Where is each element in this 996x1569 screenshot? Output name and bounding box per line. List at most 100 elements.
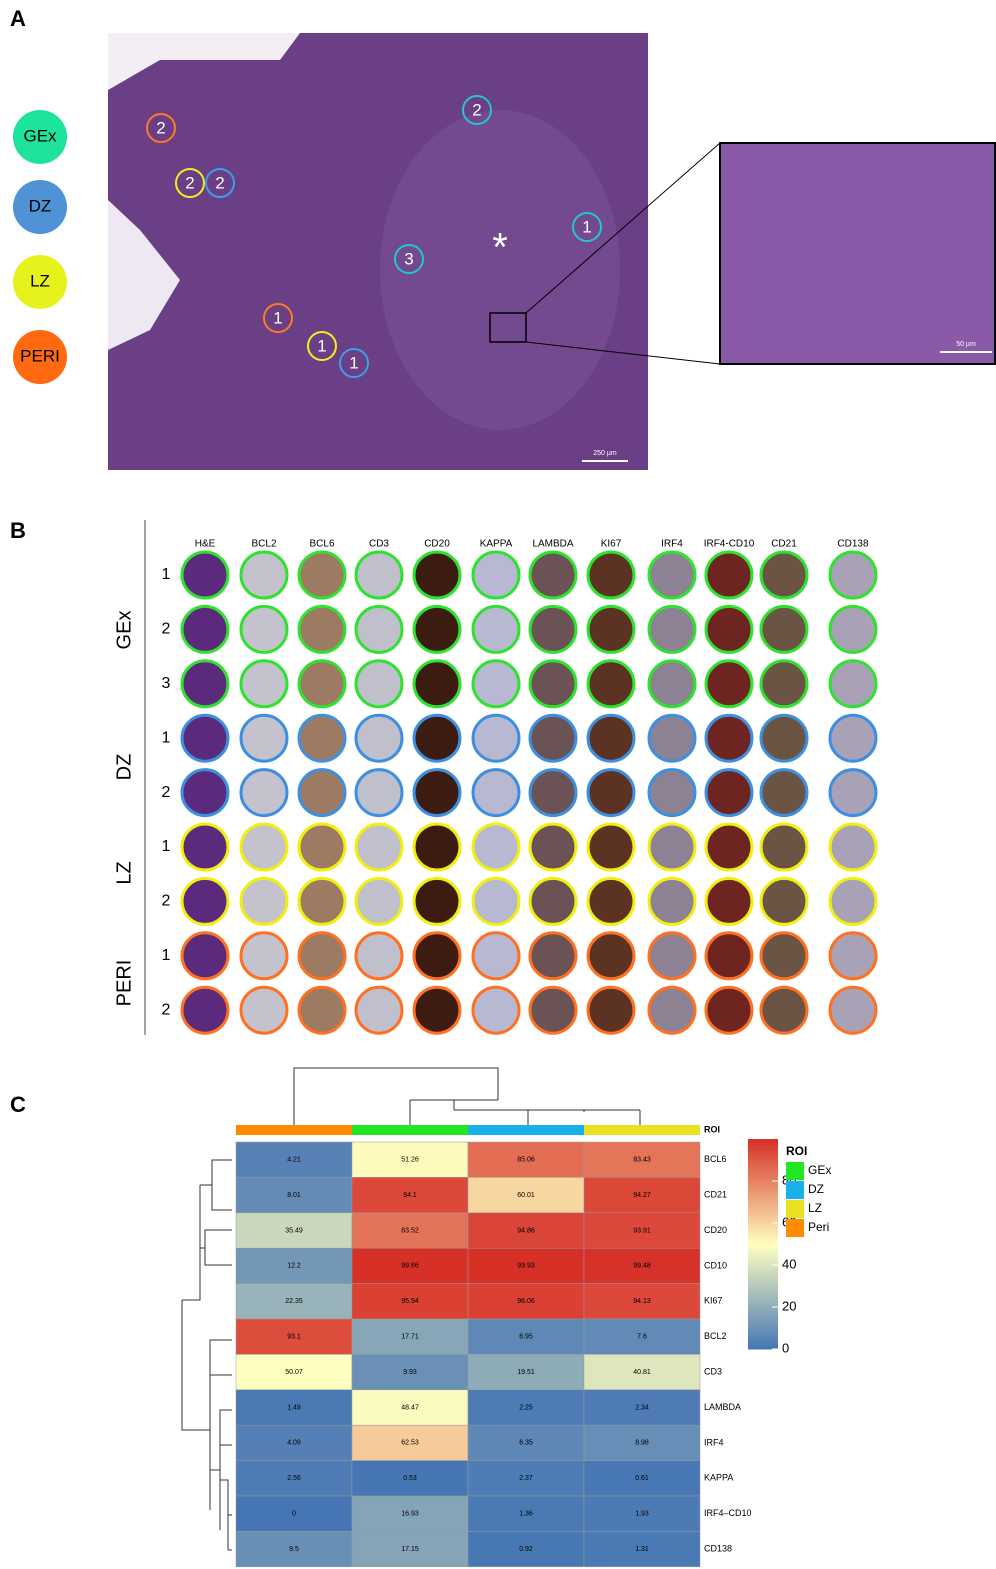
cell-label: 2.34 — [635, 1404, 649, 1411]
panel-label: A — [10, 6, 26, 31]
tissue-core — [412, 659, 462, 709]
cell-label: 0.61 — [635, 1475, 649, 1482]
cell-label: 48.47 — [401, 1404, 419, 1411]
colorbar-segment — [748, 1331, 778, 1336]
tissue-core — [586, 659, 636, 709]
row-label: CD138 — [704, 1543, 732, 1553]
colorbar-segment — [748, 1247, 778, 1252]
tissue-core — [239, 822, 289, 872]
colorbar-segment — [748, 1142, 778, 1147]
column-annotation — [352, 1125, 468, 1135]
cell-label: 99.93 — [517, 1263, 535, 1270]
panel-label: C — [10, 1092, 26, 1117]
colorbar-segment — [748, 1195, 778, 1199]
cell-label: 7.6 — [637, 1334, 647, 1341]
cell-label: 94.27 — [633, 1192, 651, 1199]
colorbar-segment — [748, 1223, 778, 1227]
heat-cell — [351, 1247, 469, 1284]
scale-label: 250 µm — [593, 450, 617, 457]
legend-dot — [13, 180, 67, 234]
cell-label: 1.49 — [287, 1404, 301, 1411]
colorbar-segment — [748, 1251, 778, 1255]
colorbar-segment — [748, 1310, 778, 1315]
colorbar-segment — [748, 1272, 778, 1276]
tissue-core — [354, 659, 404, 709]
tissue-core — [828, 659, 878, 709]
scale-label: 50 µm — [956, 341, 976, 348]
cell-label: 17.71 — [401, 1334, 419, 1341]
tissue-core — [180, 876, 230, 926]
colorbar-segment — [748, 1321, 778, 1325]
tissue-core — [828, 822, 878, 872]
heat-cell — [235, 1141, 353, 1178]
cell-label: 8.01 — [287, 1192, 301, 1199]
tissue-core — [759, 713, 809, 763]
tissue-core — [704, 931, 754, 981]
heat-cell — [583, 1318, 701, 1355]
roi-circle — [394, 244, 424, 274]
panel-label: B — [10, 518, 26, 543]
heat-cell — [235, 1177, 353, 1214]
tissue-core — [354, 822, 404, 872]
legend-swatch — [786, 1162, 804, 1180]
colorbar-segment — [748, 1268, 778, 1273]
tissue-core — [412, 604, 462, 654]
heat-cell — [235, 1531, 353, 1568]
cell-label: 83.52 — [401, 1227, 419, 1234]
tissue-core — [647, 931, 697, 981]
colorbar-segment — [748, 1170, 778, 1175]
colorbar-segment — [748, 1338, 778, 1343]
row-label: BCL6 — [704, 1154, 727, 1164]
zoom-line — [525, 341, 721, 365]
column-header: LAMBDA — [532, 539, 573, 550]
colorbar-segment — [748, 1233, 778, 1238]
legend-label: DZ — [29, 196, 52, 215]
tissue-core — [471, 659, 521, 709]
colorbar-segment — [748, 1324, 778, 1329]
cell-label: 6.35 — [519, 1440, 533, 1447]
roi-circle — [175, 168, 205, 198]
roi-circle — [205, 168, 235, 198]
row-dendrogram — [181, 1159, 232, 1551]
roi-label: 1 — [317, 336, 326, 355]
row-label: IRF4 — [704, 1437, 724, 1447]
colorbar-segment — [748, 1307, 778, 1311]
row-number: 3 — [162, 675, 171, 692]
legend-label: Peri — [808, 1220, 829, 1234]
colorbar-segment — [748, 1335, 778, 1339]
cell-label: 4.09 — [287, 1440, 301, 1447]
cell-label: 17.15 — [401, 1546, 419, 1553]
colorbar-segment — [748, 1149, 778, 1154]
zoom-box — [489, 312, 527, 343]
tissue-core — [354, 768, 404, 818]
tissue-core — [647, 659, 697, 709]
heat-cell — [351, 1141, 469, 1178]
heat-cell — [351, 1177, 469, 1214]
tissue-core — [471, 985, 521, 1035]
tissue-core — [586, 931, 636, 981]
colorbar-segment — [748, 1226, 778, 1231]
tissue-core — [180, 713, 230, 763]
colorbar-segment — [748, 1163, 778, 1168]
cell-label: 94.13 — [633, 1298, 651, 1305]
heat-cell — [351, 1531, 469, 1568]
annotation-title: ROI — [704, 1124, 720, 1134]
colorbar-segment — [748, 1303, 778, 1308]
colorbar-segment — [748, 1345, 778, 1350]
cell-label: 22.35 — [285, 1298, 303, 1305]
column-annotation — [584, 1125, 700, 1135]
heat-cell — [583, 1283, 701, 1320]
tissue-core — [704, 985, 754, 1035]
tissue-core — [354, 550, 404, 600]
cell-label: 0.53 — [403, 1475, 417, 1482]
colorbar-segment — [748, 1219, 778, 1224]
row-label: KI67 — [704, 1296, 723, 1306]
colorbar-segment — [748, 1153, 778, 1157]
heat-cell — [583, 1531, 701, 1568]
colorbar-segment — [748, 1258, 778, 1262]
tissue-core — [586, 604, 636, 654]
cell-label: 96.06 — [517, 1298, 535, 1305]
tissue-core — [647, 604, 697, 654]
tissue-core — [586, 985, 636, 1035]
colorbar-segment — [748, 1317, 778, 1322]
